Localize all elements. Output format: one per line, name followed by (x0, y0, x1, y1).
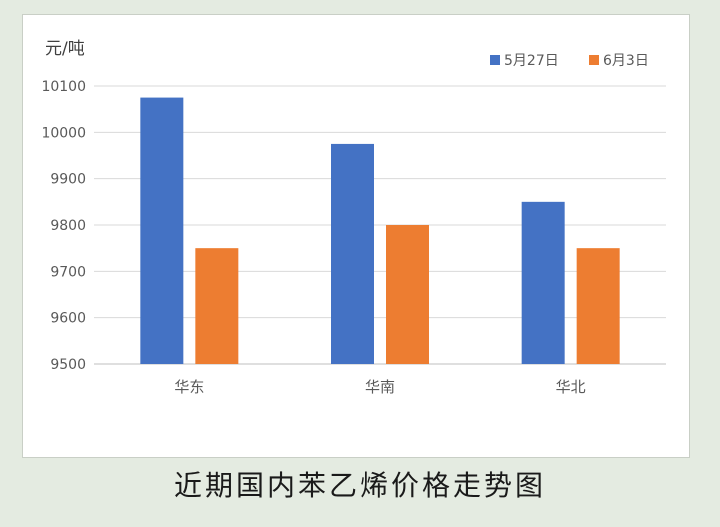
y-tick-label: 9900 (50, 172, 86, 188)
bar (386, 225, 429, 364)
y-tick-label: 10000 (41, 125, 86, 141)
x-tick-label: 华南 (365, 378, 395, 396)
y-tick-label: 9500 (50, 357, 86, 373)
y-tick-label: 10100 (41, 79, 86, 95)
bar (140, 97, 184, 364)
y-axis-unit-label: 元/吨 (45, 39, 85, 59)
x-tick-label: 华北 (556, 378, 586, 396)
x-tick-label: 华东 (174, 378, 204, 396)
y-tick-label: 9600 (50, 311, 86, 327)
bar (195, 248, 239, 364)
legend-label: 5月27日 (504, 53, 559, 69)
bar (521, 201, 565, 364)
bar (576, 248, 620, 364)
y-tick-label: 9800 (50, 218, 86, 234)
legend-swatch (490, 55, 500, 65)
bar (331, 143, 374, 364)
figure-caption: 近期国内苯乙烯价格走势图 (173, 469, 546, 502)
legend-label: 6月3日 (603, 53, 649, 69)
y-tick-label: 9700 (50, 264, 86, 280)
legend-swatch (589, 55, 599, 65)
